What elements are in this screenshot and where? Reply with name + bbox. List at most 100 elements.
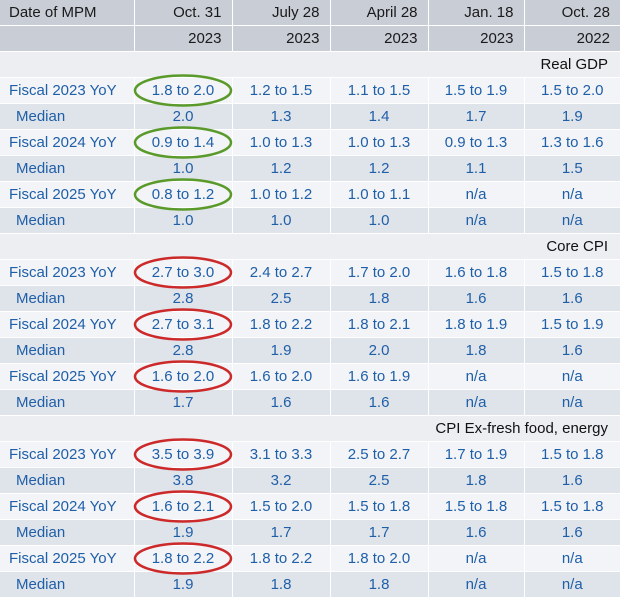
- row-label: Median: [0, 467, 135, 494]
- value-cell: n/a: [524, 363, 620, 390]
- value-cell: n/a: [524, 545, 620, 572]
- value-cell: 3.5 to 3.9: [134, 441, 233, 468]
- value-cell: 1.1 to 1.5: [330, 77, 429, 104]
- header-date-top: Oct. 28: [524, 0, 620, 26]
- value-cell: 1.0: [232, 207, 331, 234]
- header-row-top: Date of MPM Oct. 31 July 28 April 28 Jan…: [0, 0, 620, 26]
- row-label: Fiscal 2025 YoY: [0, 363, 135, 390]
- value-cell: 1.8 to 2.2: [232, 545, 331, 572]
- value-cell: 1.2: [232, 155, 331, 182]
- value-cell: 1.8 to 2.2: [232, 311, 331, 338]
- median-row: Median 2.8 1.9 2.0 1.8 1.6: [0, 337, 620, 364]
- value-cell: 2.5 to 2.7: [330, 441, 429, 468]
- median-row: Median 2.0 1.3 1.4 1.7 1.9: [0, 103, 620, 130]
- value-cell: 1.5 to 1.8: [524, 493, 620, 520]
- median-row: Median 1.9 1.8 1.8 n/a n/a: [0, 571, 620, 598]
- median-row: Median 2.8 2.5 1.8 1.6 1.6: [0, 285, 620, 312]
- forecast-row: Fiscal 2024 YoY 0.9 to 1.4 1.0 to 1.3 1.0 t…: [0, 129, 620, 156]
- value-cell: 1.5 to 2.0: [524, 77, 620, 104]
- value-cell: 1.6: [428, 519, 525, 546]
- value-cell: 1.9: [134, 571, 233, 598]
- value-cell: 1.7: [330, 519, 429, 546]
- value-cell: 1.6 to 1.8: [428, 259, 525, 286]
- row-label: Fiscal 2024 YoY: [0, 493, 135, 520]
- value-cell: 1.6: [524, 467, 620, 494]
- header-empty-cell: [0, 25, 135, 52]
- value-cell: n/a: [524, 571, 620, 598]
- row-label: Median: [0, 285, 135, 312]
- forecast-row: Fiscal 2023 YoY 2.7 to 3.0 2.4 to 2.7 1.7 t…: [0, 259, 620, 286]
- median-row: Median 1.7 1.6 1.6 n/a n/a: [0, 389, 620, 416]
- row-label: Fiscal 2023 YoY: [0, 441, 135, 468]
- row-label: Median: [0, 103, 135, 130]
- value-cell: 1.9: [232, 337, 331, 364]
- value-cell: 1.0 to 1.3: [330, 129, 429, 156]
- value-cell: n/a: [428, 207, 525, 234]
- value-cell: 3.2: [232, 467, 331, 494]
- value-cell: 2.8: [134, 285, 233, 312]
- value-cell: 1.3: [232, 103, 331, 130]
- value-cell: 1.4: [330, 103, 429, 130]
- header-row-year: 2023 2023 2023 2023 2022: [0, 25, 620, 52]
- value-cell: 1.0 to 1.3: [232, 129, 331, 156]
- value-cell: 1.5 to 1.8: [330, 493, 429, 520]
- value-cell: 1.8 to 1.9: [428, 311, 525, 338]
- value-cell: 1.2 to 1.5: [232, 77, 331, 104]
- header-date-year: 2023: [232, 25, 331, 52]
- header-col-label: Date of MPM: [0, 0, 135, 26]
- value-cell: 1.0: [330, 207, 429, 234]
- value-cell: 3.8: [134, 467, 233, 494]
- value-cell: 2.5: [232, 285, 331, 312]
- value-cell: 1.8: [428, 337, 525, 364]
- value-cell: 1.5: [524, 155, 620, 182]
- value-cell: 1.8: [232, 571, 331, 598]
- row-label: Fiscal 2023 YoY: [0, 77, 135, 104]
- value-cell: 1.9: [134, 519, 233, 546]
- value-cell: 0.9 to 1.4: [134, 129, 233, 156]
- section-header-row: CPI Ex-fresh food, energy: [0, 415, 620, 442]
- value-cell: 1.6 to 2.0: [232, 363, 331, 390]
- header-date-top: Jan. 18: [428, 0, 525, 26]
- value-cell: 0.9 to 1.3: [428, 129, 525, 156]
- header-date-year: 2023: [428, 25, 525, 52]
- section-title: Real GDP: [0, 51, 620, 78]
- value-cell: 3.1 to 3.3: [232, 441, 331, 468]
- value-cell: 1.5 to 1.8: [524, 259, 620, 286]
- value-cell: 1.1: [428, 155, 525, 182]
- row-label: Fiscal 2025 YoY: [0, 181, 135, 208]
- value-cell: 1.7 to 1.9: [428, 441, 525, 468]
- forecast-row: Fiscal 2025 YoY 0.8 to 1.2 1.0 to 1.2 1.0 t…: [0, 181, 620, 208]
- forecast-row: Fiscal 2024 YoY 2.7 to 3.1 1.8 to 2.2 1.8 t…: [0, 311, 620, 338]
- row-label: Median: [0, 337, 135, 364]
- row-label: Median: [0, 207, 135, 234]
- value-cell: n/a: [524, 207, 620, 234]
- section-title: Core CPI: [0, 233, 620, 260]
- row-label: Fiscal 2024 YoY: [0, 129, 135, 156]
- value-cell: 1.6: [524, 337, 620, 364]
- value-cell: 1.5 to 1.8: [428, 493, 525, 520]
- value-cell: 1.0 to 1.1: [330, 181, 429, 208]
- forecast-row: Fiscal 2024 YoY 1.6 to 2.1 1.5 to 2.0 1.5 t…: [0, 493, 620, 520]
- value-cell: 2.8: [134, 337, 233, 364]
- value-cell: 1.2: [330, 155, 429, 182]
- value-cell: n/a: [524, 181, 620, 208]
- section-header-row: Core CPI: [0, 233, 620, 260]
- value-cell: n/a: [428, 181, 525, 208]
- value-cell: 2.0: [330, 337, 429, 364]
- header-date-year: 2023: [330, 25, 429, 52]
- value-cell: 1.5 to 2.0: [232, 493, 331, 520]
- median-row: Median 1.0 1.0 1.0 n/a n/a: [0, 207, 620, 234]
- value-cell: 1.9: [524, 103, 620, 130]
- forecast-row: Fiscal 2025 YoY 1.6 to 2.0 1.6 to 2.0 1.6 t…: [0, 363, 620, 390]
- value-cell: 1.7: [428, 103, 525, 130]
- value-cell: 1.6: [524, 285, 620, 312]
- value-cell: 1.6 to 2.0: [134, 363, 233, 390]
- value-cell: 1.5 to 1.9: [524, 311, 620, 338]
- value-cell: 1.0: [134, 207, 233, 234]
- row-label: Fiscal 2025 YoY: [0, 545, 135, 572]
- value-cell: 1.6: [524, 519, 620, 546]
- value-cell: n/a: [428, 363, 525, 390]
- value-cell: 0.8 to 1.2: [134, 181, 233, 208]
- value-cell: 1.7: [134, 389, 233, 416]
